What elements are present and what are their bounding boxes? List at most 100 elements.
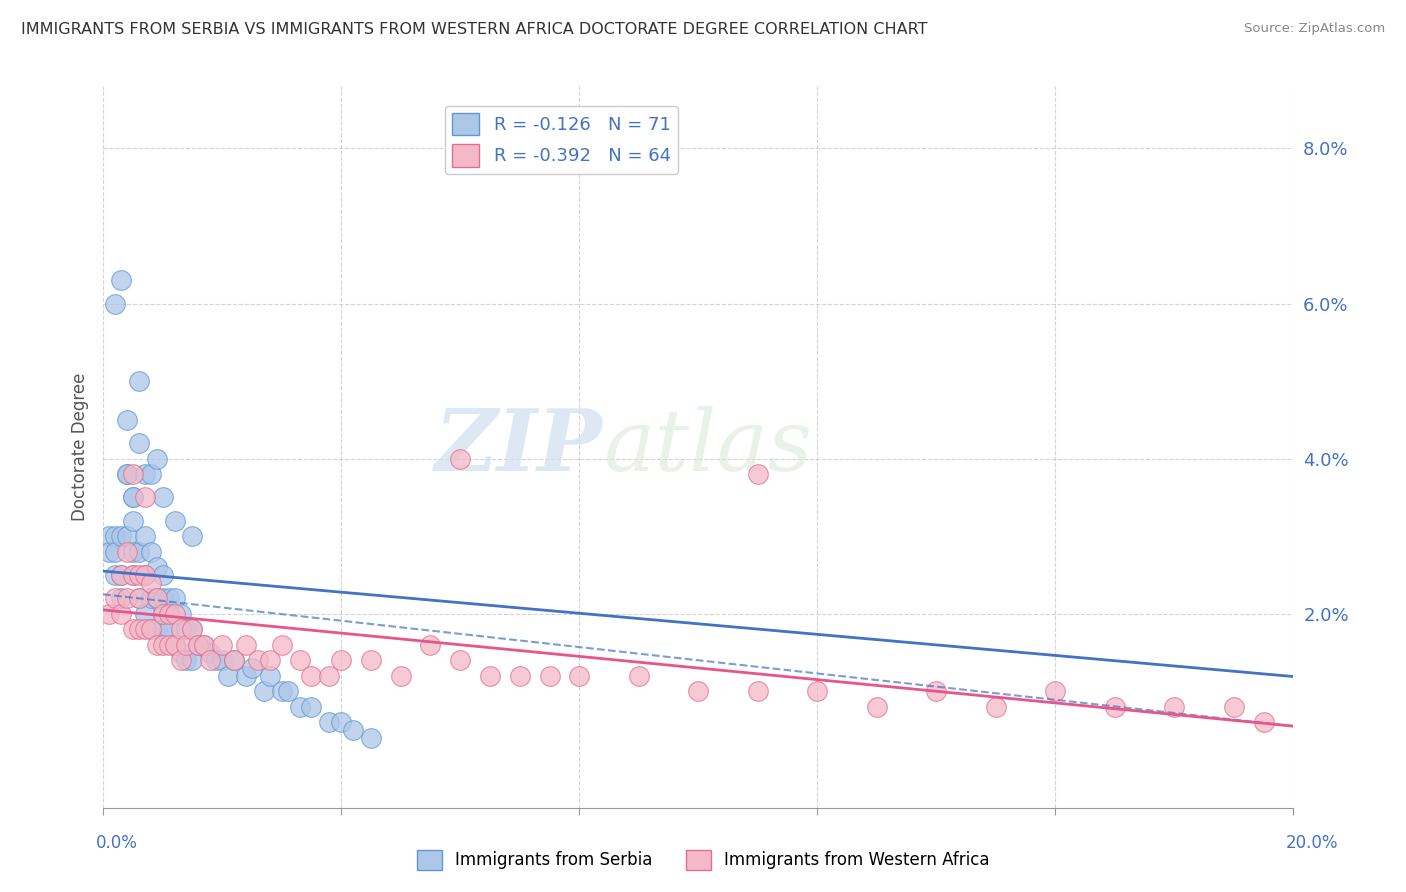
Point bbox=[342, 723, 364, 737]
Point bbox=[163, 638, 186, 652]
Point bbox=[152, 622, 174, 636]
Point bbox=[235, 669, 257, 683]
Point bbox=[134, 607, 156, 621]
Point bbox=[104, 529, 127, 543]
Point bbox=[128, 622, 150, 636]
Point bbox=[122, 491, 145, 505]
Point bbox=[128, 544, 150, 558]
Point bbox=[152, 491, 174, 505]
Point bbox=[128, 374, 150, 388]
Text: Source: ZipAtlas.com: Source: ZipAtlas.com bbox=[1244, 22, 1385, 36]
Point bbox=[205, 653, 228, 667]
Point bbox=[163, 514, 186, 528]
Point bbox=[122, 514, 145, 528]
Point bbox=[330, 715, 353, 730]
Point bbox=[152, 591, 174, 606]
Point bbox=[211, 653, 233, 667]
Point bbox=[187, 638, 209, 652]
Point bbox=[128, 591, 150, 606]
Text: 20.0%: 20.0% bbox=[1286, 834, 1339, 852]
Point bbox=[1104, 699, 1126, 714]
Point bbox=[104, 296, 127, 310]
Point bbox=[152, 607, 174, 621]
Point bbox=[98, 529, 121, 543]
Point bbox=[145, 591, 167, 606]
Point bbox=[318, 715, 340, 730]
Point bbox=[134, 622, 156, 636]
Point bbox=[193, 638, 215, 652]
Point bbox=[187, 638, 209, 652]
Point bbox=[270, 684, 292, 698]
Point bbox=[139, 591, 162, 606]
Point bbox=[193, 638, 215, 652]
Point bbox=[110, 568, 132, 582]
Point bbox=[163, 591, 186, 606]
Point bbox=[419, 638, 441, 652]
Point bbox=[104, 544, 127, 558]
Point bbox=[110, 529, 132, 543]
Point bbox=[240, 661, 263, 675]
Point bbox=[360, 731, 382, 745]
Point bbox=[110, 607, 132, 621]
Point bbox=[169, 622, 191, 636]
Point bbox=[122, 491, 145, 505]
Point bbox=[122, 622, 145, 636]
Point bbox=[139, 575, 162, 590]
Point bbox=[122, 544, 145, 558]
Point bbox=[163, 638, 186, 652]
Point bbox=[246, 653, 269, 667]
Point bbox=[128, 436, 150, 450]
Point bbox=[104, 591, 127, 606]
Point bbox=[449, 451, 471, 466]
Point bbox=[181, 529, 204, 543]
Point bbox=[538, 669, 561, 683]
Point bbox=[200, 646, 222, 660]
Point bbox=[1223, 699, 1246, 714]
Point bbox=[128, 568, 150, 582]
Legend: Immigrants from Serbia, Immigrants from Western Africa: Immigrants from Serbia, Immigrants from … bbox=[411, 843, 995, 877]
Point bbox=[139, 467, 162, 482]
Point bbox=[176, 622, 198, 636]
Point bbox=[110, 568, 132, 582]
Point bbox=[104, 568, 127, 582]
Point bbox=[270, 638, 292, 652]
Point bbox=[128, 591, 150, 606]
Point bbox=[145, 451, 167, 466]
Point bbox=[235, 638, 257, 652]
Point bbox=[169, 646, 191, 660]
Point bbox=[211, 638, 233, 652]
Point bbox=[115, 529, 138, 543]
Point bbox=[115, 467, 138, 482]
Point bbox=[806, 684, 828, 698]
Point bbox=[984, 699, 1007, 714]
Point bbox=[217, 669, 239, 683]
Point bbox=[330, 653, 353, 667]
Point bbox=[288, 699, 311, 714]
Point bbox=[181, 653, 204, 667]
Point bbox=[134, 568, 156, 582]
Point bbox=[360, 653, 382, 667]
Legend: R = -0.126   N = 71, R = -0.392   N = 64: R = -0.126 N = 71, R = -0.392 N = 64 bbox=[444, 106, 678, 174]
Point bbox=[301, 669, 323, 683]
Point bbox=[747, 684, 769, 698]
Point bbox=[134, 491, 156, 505]
Point bbox=[449, 653, 471, 667]
Point bbox=[318, 669, 340, 683]
Point bbox=[157, 607, 180, 621]
Text: ZIP: ZIP bbox=[436, 405, 603, 489]
Point bbox=[253, 684, 276, 698]
Point bbox=[181, 622, 204, 636]
Point bbox=[122, 568, 145, 582]
Point bbox=[389, 669, 412, 683]
Text: IMMIGRANTS FROM SERBIA VS IMMIGRANTS FROM WESTERN AFRICA DOCTORATE DEGREE CORREL: IMMIGRANTS FROM SERBIA VS IMMIGRANTS FRO… bbox=[21, 22, 928, 37]
Point bbox=[176, 638, 198, 652]
Point bbox=[139, 622, 162, 636]
Point bbox=[152, 568, 174, 582]
Point bbox=[259, 653, 281, 667]
Point bbox=[157, 622, 180, 636]
Point bbox=[134, 467, 156, 482]
Point bbox=[134, 568, 156, 582]
Point bbox=[157, 591, 180, 606]
Point bbox=[509, 669, 531, 683]
Point bbox=[98, 607, 121, 621]
